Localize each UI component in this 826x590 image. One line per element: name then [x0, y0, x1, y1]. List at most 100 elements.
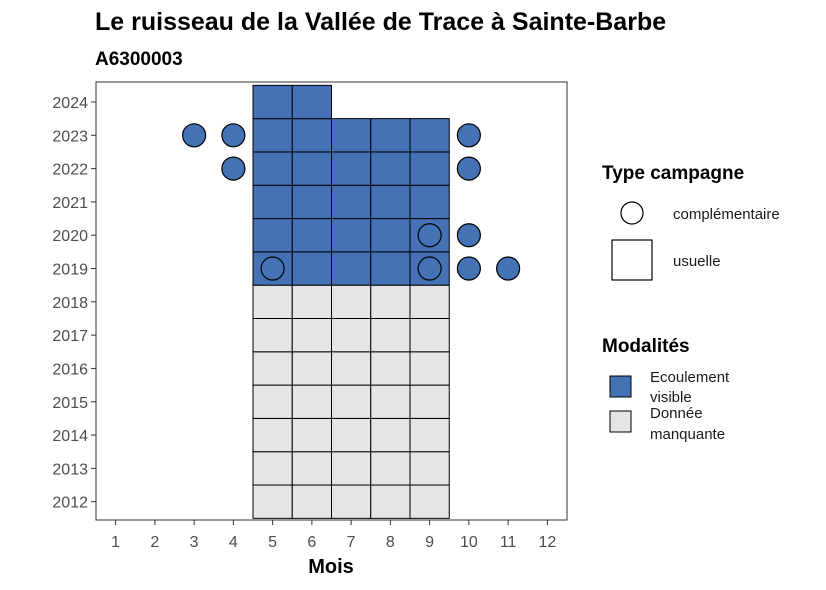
usuelle-cells — [252, 84, 450, 519]
cell-2014-5 — [252, 417, 293, 453]
cell-2019-7 — [331, 251, 372, 286]
cell-2016-7 — [331, 351, 372, 386]
legend-square-icon — [611, 239, 653, 281]
cell-2024-6 — [291, 84, 332, 120]
cell-2020-5 — [252, 218, 293, 253]
cell-2016-5 — [252, 351, 293, 386]
cell-2014-8 — [370, 417, 411, 453]
cell-2021-8 — [370, 184, 411, 220]
point-2023-4 — [221, 123, 246, 148]
cell-2015-9 — [409, 384, 450, 419]
x-tick-label-3: 3 — [190, 534, 199, 551]
legend-fill-label-ecoulement-line2: visible — [650, 389, 692, 406]
cell-2020-7 — [331, 218, 372, 253]
x-tick-label-9: 9 — [425, 534, 434, 551]
cell-2013-5 — [252, 451, 293, 486]
cell-2018-6 — [291, 284, 332, 319]
x-tick-label-6: 6 — [307, 534, 316, 551]
legend-shape-label-complementaire: complémentaire — [673, 206, 780, 223]
cell-2018-8 — [370, 284, 411, 319]
legend-modalites: Modalités Ecoulement visible Donnée manq… — [602, 336, 730, 443]
point-2019-10 — [456, 256, 481, 281]
x-axis-title: Mois — [308, 556, 354, 578]
x-tick-label-4: 4 — [229, 534, 238, 551]
y-tick-label-2022: 2022 — [52, 162, 88, 179]
cell-2014-6 — [291, 417, 332, 453]
chart-subtitle: A6300003 — [95, 49, 183, 70]
cell-2016-6 — [291, 351, 332, 386]
cell-2023-8 — [370, 118, 411, 153]
point-2023-3 — [182, 123, 207, 148]
y-tick-label-2015: 2015 — [52, 395, 88, 412]
cell-2023-5 — [252, 118, 293, 153]
legend-fill-label-donnee-line1: Donnée — [650, 405, 703, 422]
legend-fill-label-ecoulement-line1: Ecoulement — [650, 369, 730, 386]
x-tick-label-1: 1 — [111, 534, 120, 551]
y-tick-label-2021: 2021 — [52, 195, 88, 212]
point-2023-10 — [456, 123, 481, 148]
cell-2012-9 — [409, 484, 450, 519]
cell-2013-8 — [370, 451, 411, 486]
cell-2022-6 — [291, 151, 332, 186]
legend-fill-label-donnee-line2: manquante — [650, 426, 725, 443]
cell-2012-5 — [252, 484, 293, 519]
panel-border — [95, 81, 568, 521]
cell-2013-6 — [291, 451, 332, 486]
cell-2023-9 — [409, 118, 450, 153]
cell-2017-8 — [370, 317, 411, 353]
y-tick-label-2014: 2014 — [52, 428, 88, 445]
legend-fill-title: Modalités — [602, 336, 690, 357]
cell-2022-7 — [331, 151, 372, 186]
y-axis: 2012 2013 2014 2015 2016 2017 2018 2019 2020 2021… — [52, 95, 96, 512]
cell-2017-5 — [252, 317, 293, 353]
cell-2016-8 — [370, 351, 411, 386]
chart-title: Le ruisseau de la Vallée de Trace à Sain… — [95, 8, 666, 36]
cell-2020-8 — [370, 218, 411, 253]
cell-2014-9 — [409, 417, 450, 453]
cell-2015-8 — [370, 384, 411, 419]
cell-2013-9 — [409, 451, 450, 486]
y-tick-label-2013: 2013 — [52, 461, 88, 478]
cell-2021-7 — [331, 184, 372, 220]
y-tick-label-2023: 2023 — [52, 128, 88, 145]
legend-swatch-donnee — [609, 410, 632, 433]
x-tick-label-10: 10 — [460, 534, 478, 551]
point-2019-5 — [260, 256, 285, 281]
cell-2021-5 — [252, 184, 293, 220]
y-tick-label-2024: 2024 — [52, 95, 88, 112]
point-2022-10 — [456, 156, 481, 181]
cell-2012-8 — [370, 484, 411, 519]
cell-2022-8 — [370, 151, 411, 186]
x-tick-label-8: 8 — [386, 534, 395, 551]
cell-2017-7 — [331, 317, 372, 353]
y-tick-label-2016: 2016 — [52, 361, 88, 378]
y-tick-label-2019: 2019 — [52, 262, 88, 279]
y-tick-label-2018: 2018 — [52, 295, 88, 312]
point-2019-9 — [417, 256, 442, 281]
cell-2015-6 — [291, 384, 332, 419]
cell-2024-5 — [252, 84, 293, 120]
y-tick-label-2012: 2012 — [52, 495, 88, 512]
cell-2021-6 — [291, 184, 332, 220]
point-2022-4 — [221, 156, 246, 181]
cell-2017-9 — [409, 317, 450, 353]
legend-swatch-ecoulement — [609, 375, 632, 398]
legend-shape-title: Type campagne — [602, 163, 744, 184]
legend-shape-label-usuelle: usuelle — [673, 253, 721, 270]
x-tick-label-12: 12 — [538, 534, 556, 551]
cell-2014-7 — [331, 417, 372, 453]
cell-2018-5 — [252, 284, 293, 319]
cell-2019-8 — [370, 251, 411, 286]
cell-2023-6 — [291, 118, 332, 153]
cell-2018-9 — [409, 284, 450, 319]
cell-2022-5 — [252, 151, 293, 186]
cell-2022-9 — [409, 151, 450, 186]
point-2020-9 — [417, 223, 442, 248]
x-tick-label-7: 7 — [347, 534, 356, 551]
y-tick-label-2020: 2020 — [52, 228, 88, 245]
cell-2017-6 — [291, 317, 332, 353]
cell-2012-7 — [331, 484, 372, 519]
cell-2012-6 — [291, 484, 332, 519]
x-tick-label-11: 11 — [500, 534, 517, 551]
